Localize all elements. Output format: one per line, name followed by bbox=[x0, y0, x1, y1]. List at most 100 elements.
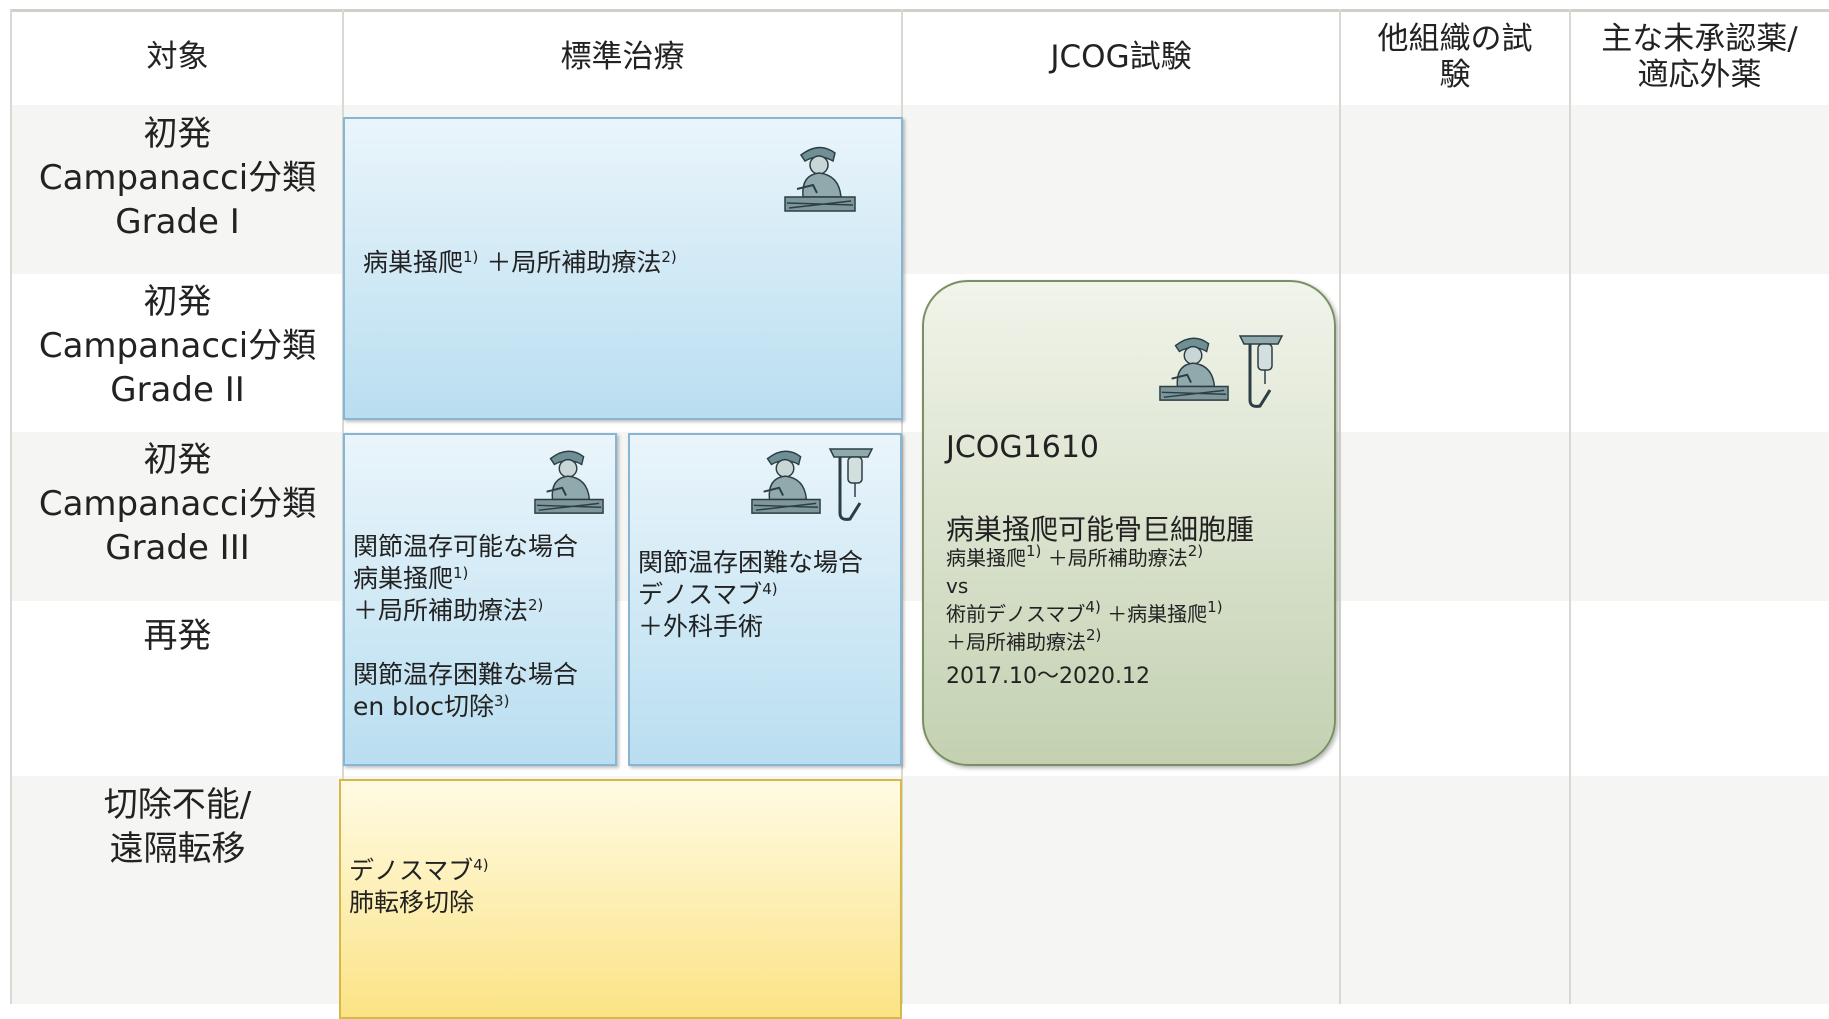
row-label-line: 再発 bbox=[143, 616, 212, 656]
paragraph: 関節温存困難な場合 デノスマブ4) ＋外科手術 bbox=[638, 547, 863, 643]
icon-part bbox=[786, 200, 854, 209]
column-header: JCOG試験 bbox=[902, 9, 1340, 105]
box-denosumab-surgery: 関節温存困難な場合 デノスマブ4) ＋外科手術 bbox=[628, 433, 902, 766]
paragraph: デノスマブ4) 肺転移切除 bbox=[349, 855, 489, 919]
row-label-line: 初発 bbox=[143, 440, 212, 480]
footnote-ref: 1) bbox=[1207, 598, 1223, 616]
icon-part bbox=[1161, 389, 1227, 398]
text: デノスマブ bbox=[349, 856, 474, 885]
text-line: 病巣掻爬1) bbox=[353, 563, 578, 595]
paragraph: 病巣掻爬1) ＋局所補助療法2) bbox=[363, 247, 677, 279]
footnote-ref: 4) bbox=[762, 580, 778, 598]
text-line: vs bbox=[946, 572, 1223, 600]
drip-icon bbox=[828, 448, 874, 521]
text: ＋局所補助療法 bbox=[1041, 546, 1188, 570]
footnote-ref: 2) bbox=[528, 596, 544, 614]
header-line: 標準治療 bbox=[560, 39, 685, 75]
surgeon-icon bbox=[751, 450, 821, 514]
icon-part bbox=[766, 450, 802, 466]
row-label-line: 初発 bbox=[143, 282, 212, 322]
text: ＋局所補助療法 bbox=[946, 630, 1086, 654]
row-label: 切除不能/遠隔転移 bbox=[12, 783, 343, 871]
trial-id: JCOG1610 bbox=[946, 430, 1100, 465]
icon-part bbox=[768, 475, 808, 501]
trial-period: 2017.10～2020.12 bbox=[946, 664, 1150, 689]
row-label: 再発 bbox=[12, 614, 343, 658]
icon-part bbox=[838, 457, 862, 521]
row-label-line: Grade II bbox=[110, 370, 245, 410]
text: 関節温存困難な場合 bbox=[353, 660, 579, 689]
row-band bbox=[12, 432, 1829, 601]
icon-part bbox=[1171, 373, 1192, 384]
column-header: 標準治療 bbox=[343, 9, 902, 105]
surgeon-icon bbox=[534, 450, 604, 514]
icon-part bbox=[1183, 345, 1203, 365]
icon-part bbox=[775, 458, 795, 478]
icon-part bbox=[753, 502, 819, 511]
header-row bbox=[12, 9, 1829, 110]
surgeon-icon bbox=[784, 146, 856, 212]
row-label: 初発 Campanacci分類 Grade I bbox=[12, 112, 343, 244]
text-line: 関節温存困難な場合 bbox=[638, 547, 863, 579]
icon-part bbox=[551, 475, 591, 501]
box-joint-preserving: 関節温存可能な場合 病巣掻爬1) ＋局所補助療法2) 関節温存困難な場合 en bloc… bbox=[343, 433, 617, 766]
row-label-line: Grade III bbox=[105, 528, 250, 568]
icon-part bbox=[809, 155, 829, 175]
icon-part bbox=[847, 456, 863, 484]
text: 術前デノスマブ bbox=[946, 602, 1086, 626]
text: 関節温存困難な場合 bbox=[638, 548, 864, 577]
paragraph: 関節温存困難な場合 en bloc切除3) bbox=[353, 659, 578, 723]
icon-part bbox=[763, 486, 784, 497]
text: 関節温存可能な場合 bbox=[353, 532, 579, 561]
icon-part bbox=[1174, 337, 1210, 353]
row-label-line: Campanacci分類 bbox=[38, 484, 317, 524]
footnote-ref: 4) bbox=[473, 856, 489, 874]
text: 肺転移切除 bbox=[349, 888, 475, 917]
icon-part bbox=[1257, 343, 1273, 371]
text: デノスマブ bbox=[638, 580, 763, 609]
text-line: 病巣掻爬1) ＋局所補助療法2) bbox=[363, 247, 677, 279]
text: ＋外科手術 bbox=[638, 612, 764, 641]
footnote-ref: 2) bbox=[661, 248, 677, 266]
text: ＋局所補助療法 bbox=[478, 248, 662, 277]
text: 病巣掻爬 bbox=[353, 564, 454, 593]
text: vs bbox=[946, 574, 969, 598]
icon-part bbox=[558, 458, 578, 478]
icon-part bbox=[549, 450, 585, 466]
row-band bbox=[12, 105, 1829, 274]
icon-part bbox=[536, 502, 602, 511]
column-line bbox=[10, 9, 12, 1004]
text: 病巣掻爬 bbox=[946, 546, 1026, 570]
text-line: 術前デノスマブ4) ＋病巣掻爬1) bbox=[946, 600, 1223, 628]
icon-part bbox=[1238, 335, 1284, 345]
header-line: 適応外薬 bbox=[1637, 57, 1762, 93]
text-line: デノスマブ4) bbox=[349, 855, 489, 887]
icon-part bbox=[799, 146, 836, 163]
text: 病巣掻爬 bbox=[363, 248, 464, 277]
surgeon-icon bbox=[1159, 337, 1229, 401]
trial-design: 病巣掻爬1) ＋局所補助療法2) vs 術前デノスマブ4) ＋病巣掻爬1) ＋局所補助… bbox=[946, 544, 1223, 656]
row-label-line: 遠隔転移 bbox=[109, 829, 246, 869]
header-line: 対象 bbox=[146, 39, 209, 75]
text-line: ＋局所補助療法2) bbox=[353, 595, 578, 627]
text-line: 関節温存困難な場合 bbox=[353, 659, 578, 691]
icon-part bbox=[802, 172, 842, 198]
header-line: 験 bbox=[1439, 57, 1471, 93]
footnote-ref: 1) bbox=[1026, 542, 1042, 560]
box-curettage: 病巣掻爬1) ＋局所補助療法2) bbox=[343, 117, 903, 420]
footnote-ref: 2) bbox=[1086, 626, 1102, 644]
footnote-ref: 4) bbox=[1085, 598, 1101, 616]
footnote-ref: 1) bbox=[463, 248, 479, 266]
row-label-line: 初発 bbox=[143, 114, 212, 154]
row-label-line: Campanacci分類 bbox=[38, 326, 317, 366]
row-label-line: Grade I bbox=[115, 202, 240, 242]
row-label: 初発 Campanacci分類 Grade III bbox=[12, 438, 343, 570]
icon-part bbox=[1176, 362, 1216, 388]
column-line bbox=[901, 9, 903, 1004]
footnote-ref: 3) bbox=[494, 692, 510, 710]
text: en bloc切除 bbox=[353, 692, 495, 721]
row-label-line: Campanacci分類 bbox=[38, 158, 317, 198]
text-line: en bloc切除3) bbox=[353, 691, 578, 723]
text-line: 病巣掻爬1) ＋局所補助療法2) bbox=[946, 544, 1223, 572]
text-line: 肺転移切除 bbox=[349, 887, 489, 919]
